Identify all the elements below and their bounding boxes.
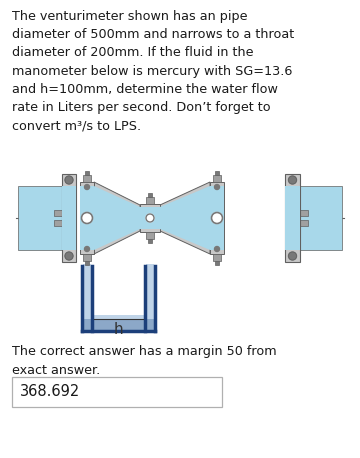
Circle shape — [65, 176, 73, 184]
Bar — [83, 264, 91, 331]
Text: The venturimeter shown has an pipe
diameter of 500mm and narrows to a throat
dia: The venturimeter shown has an pipe diame… — [12, 10, 294, 132]
Polygon shape — [160, 182, 210, 254]
Bar — [285, 174, 300, 262]
Bar — [18, 186, 62, 250]
Polygon shape — [94, 186, 140, 250]
Bar — [62, 174, 76, 262]
Bar — [54, 220, 62, 226]
Bar — [83, 319, 154, 331]
Bar — [146, 197, 154, 204]
Bar — [215, 171, 219, 175]
Bar — [148, 193, 152, 197]
Text: 368.692: 368.692 — [20, 385, 80, 399]
Bar — [85, 171, 89, 175]
Bar — [85, 261, 89, 265]
Circle shape — [288, 252, 297, 260]
Bar — [62, 186, 76, 250]
Circle shape — [212, 213, 222, 224]
Polygon shape — [94, 182, 140, 254]
Bar — [300, 186, 342, 250]
Bar — [140, 207, 160, 229]
Circle shape — [288, 176, 297, 184]
Bar — [140, 204, 160, 232]
Bar — [215, 261, 219, 265]
Circle shape — [65, 252, 73, 260]
Bar — [80, 182, 94, 254]
Circle shape — [85, 246, 90, 251]
Bar — [210, 186, 224, 250]
Text: h: h — [114, 322, 123, 337]
Bar — [148, 239, 152, 243]
Bar — [213, 175, 221, 182]
Circle shape — [81, 213, 93, 224]
Bar — [83, 175, 91, 182]
Bar — [213, 254, 221, 261]
FancyBboxPatch shape — [12, 377, 222, 407]
Bar — [285, 186, 300, 250]
Bar — [300, 210, 308, 216]
Polygon shape — [160, 186, 210, 250]
Circle shape — [85, 185, 90, 190]
Circle shape — [146, 214, 154, 222]
Circle shape — [215, 246, 220, 251]
Circle shape — [215, 185, 220, 190]
Bar — [83, 315, 154, 331]
Bar — [300, 220, 308, 226]
Text: The correct answer has a margin 50 from
exact answer.: The correct answer has a margin 50 from … — [12, 345, 276, 376]
Bar — [54, 210, 62, 216]
Bar — [146, 232, 154, 239]
Bar — [210, 182, 224, 254]
Bar — [80, 186, 94, 250]
Bar — [146, 264, 154, 331]
Bar — [83, 254, 91, 261]
